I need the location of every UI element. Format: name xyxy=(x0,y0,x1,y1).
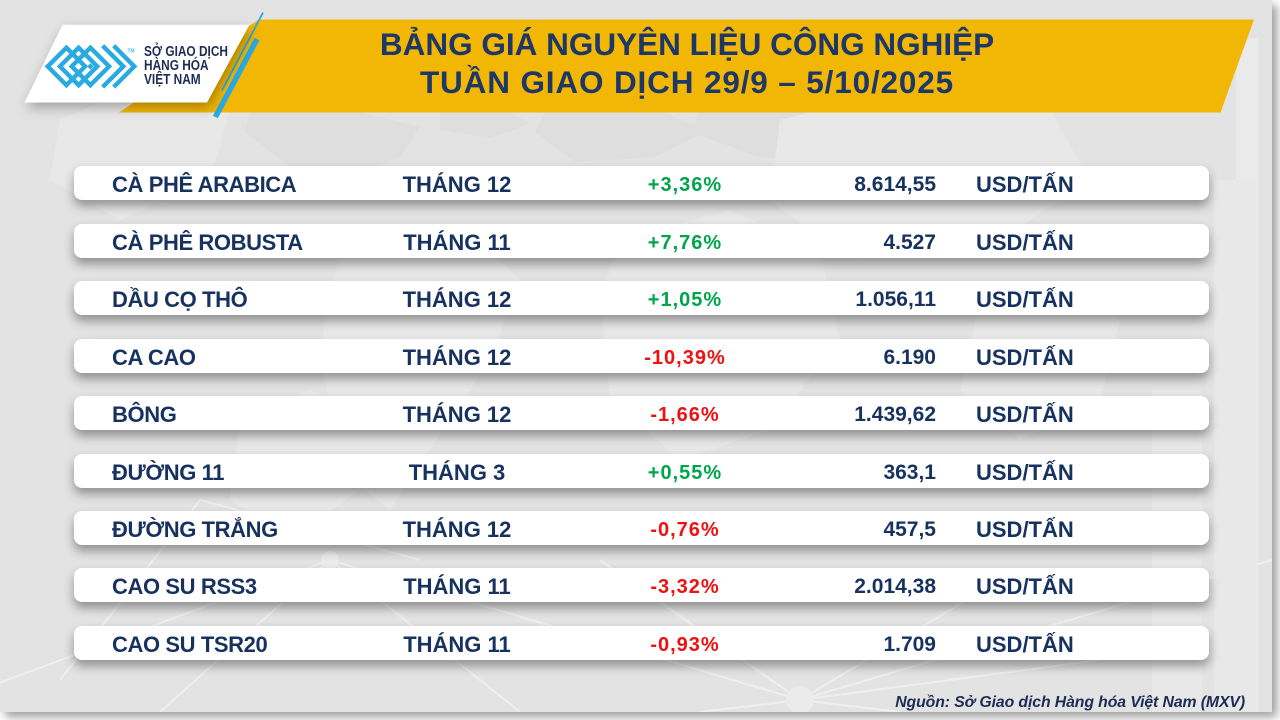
svg-text:TM: TM xyxy=(128,49,135,55)
